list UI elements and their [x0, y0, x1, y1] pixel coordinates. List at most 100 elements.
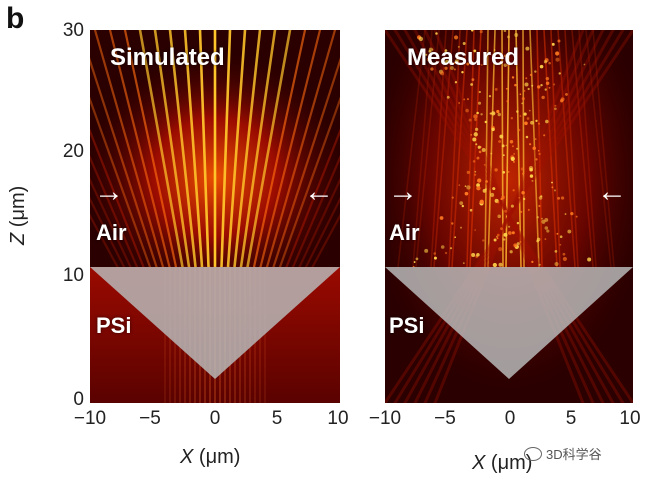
speckle-dot — [439, 216, 444, 220]
fringe-line — [220, 30, 232, 269]
speckle-dot — [488, 95, 492, 98]
fringe-line — [90, 177, 132, 269]
speckle-dot — [454, 236, 456, 239]
speckle-dot — [503, 30, 507, 33]
speckle-dot — [525, 46, 530, 51]
speckle-dot — [506, 35, 510, 39]
speckle-dot — [476, 111, 479, 115]
speckle-dot — [482, 239, 485, 242]
speckle-dot — [554, 250, 558, 253]
speckle-dot — [413, 261, 416, 263]
fringe-line — [433, 30, 585, 403]
fringe-line — [412, 30, 433, 268]
speckle-dot — [543, 60, 548, 64]
speckle-dot — [525, 77, 528, 80]
speckle-dot — [531, 260, 534, 264]
fringe-line — [413, 30, 605, 403]
fringe-line — [90, 57, 158, 269]
fringe-line — [90, 96, 152, 269]
speckle-dot — [453, 68, 456, 71]
fringe-line — [423, 30, 595, 403]
speckle-dot — [470, 83, 474, 86]
speckle-dot — [512, 160, 515, 163]
speckle-dot — [440, 245, 445, 249]
speckle-dot — [473, 114, 478, 119]
x-tick-label: −5 — [139, 408, 161, 429]
fringe-line — [291, 155, 340, 269]
speckle-dot — [483, 163, 486, 166]
fringe-line — [550, 30, 561, 268]
speckle-dot — [519, 115, 522, 117]
fringe-line — [578, 30, 597, 268]
y-tick-label: 20 — [62, 141, 84, 162]
speckle-dot — [551, 181, 553, 184]
speckle-dot — [513, 152, 516, 155]
speckle-dot — [458, 102, 461, 104]
speckle-dot — [505, 144, 508, 147]
fringe-line — [168, 30, 197, 269]
speckle-dot — [520, 167, 524, 171]
speckle-dot — [509, 139, 514, 144]
fringe-line — [571, 30, 594, 268]
fringe-line — [90, 196, 126, 269]
speckle-dot — [474, 170, 477, 173]
speckle-dot — [461, 204, 464, 208]
x-axis-unit: (μm) — [490, 452, 533, 474]
speckle-dot — [459, 201, 464, 206]
fringe-line — [393, 30, 625, 403]
speckle-dot — [528, 109, 531, 112]
speckle-dot — [497, 201, 500, 204]
fringe-line — [304, 196, 340, 269]
fringe-line — [448, 30, 461, 268]
speckle-dot — [560, 196, 565, 200]
fringe-line — [393, 30, 625, 403]
y-axis-unit: (μm) — [7, 185, 29, 228]
fringe-line — [430, 30, 447, 268]
speckle-dot — [554, 261, 559, 267]
speckle-dot — [551, 186, 554, 189]
speckle-dot — [524, 82, 529, 87]
speckle-dot — [492, 262, 497, 268]
speckle-dot — [526, 117, 530, 120]
speckle-dot — [478, 90, 481, 94]
x-tick-label: 0 — [209, 408, 221, 429]
speckle-dot — [535, 158, 538, 161]
speckle-dot — [480, 63, 483, 66]
fringe-line — [198, 30, 210, 269]
speckle-dot — [538, 152, 541, 156]
speckle-dot — [433, 256, 437, 260]
speckle-dot — [557, 39, 561, 43]
speckle-dot — [458, 184, 461, 186]
watermark-text: 3D科学谷 — [546, 447, 602, 462]
wechat-icon — [524, 446, 542, 461]
speckle-dot — [536, 237, 541, 242]
speckle-dot — [433, 252, 437, 255]
speckle-dot — [548, 61, 551, 65]
speckle-dot — [499, 134, 504, 139]
prism-shape — [385, 267, 633, 379]
speckle-dot — [440, 71, 445, 76]
panel-title: Simulated — [110, 44, 225, 71]
speckle-dot — [462, 262, 465, 265]
speckle-dot — [424, 248, 429, 253]
speckle-dot — [471, 78, 475, 82]
speckle-dot — [496, 109, 500, 114]
speckle-dot — [472, 160, 476, 163]
fringe-line — [433, 30, 454, 268]
speckle-dot — [537, 85, 541, 89]
speckle-dot — [559, 235, 563, 239]
speckle-dot — [466, 185, 471, 190]
simulated-field-map — [90, 30, 340, 403]
x-tick-label: −5 — [434, 408, 456, 429]
speckle-dot — [510, 204, 514, 208]
fringe-line — [138, 30, 184, 269]
speckle-dot — [430, 67, 434, 71]
speckle-dot — [455, 56, 459, 60]
fringe-line — [246, 30, 292, 269]
speckle-dot — [454, 59, 459, 64]
speckle-dot — [534, 138, 537, 141]
speckle-dot — [446, 95, 450, 99]
arrow-left-icon: ← — [304, 175, 334, 208]
speckle-dot — [507, 231, 512, 235]
speckle-dot — [559, 243, 562, 246]
